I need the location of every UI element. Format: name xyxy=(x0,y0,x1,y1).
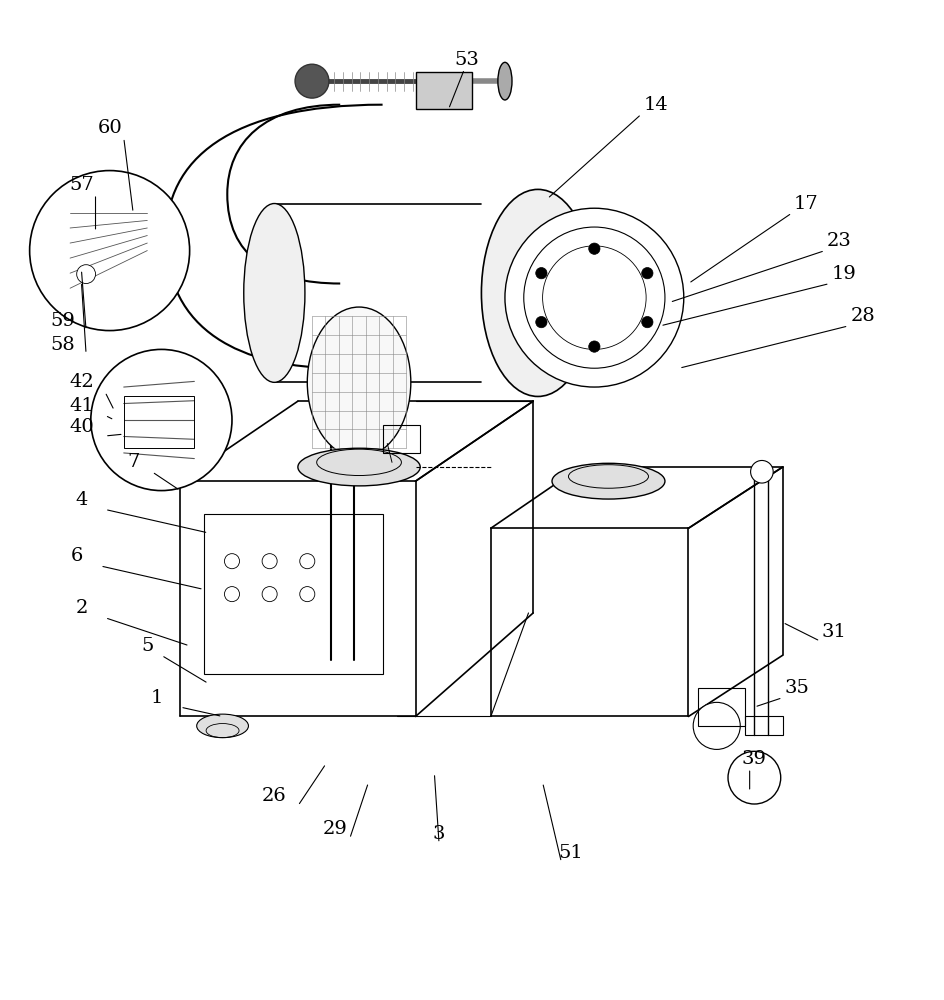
Text: 19: 19 xyxy=(832,265,856,283)
Circle shape xyxy=(693,702,740,749)
Circle shape xyxy=(300,587,314,602)
Circle shape xyxy=(225,554,240,569)
Text: 17: 17 xyxy=(794,195,818,213)
Text: 53: 53 xyxy=(455,51,480,69)
Bar xyxy=(204,514,382,674)
Circle shape xyxy=(750,460,773,483)
Circle shape xyxy=(225,587,240,602)
Circle shape xyxy=(295,64,329,98)
Text: 6: 6 xyxy=(71,547,83,565)
Text: 31: 31 xyxy=(822,623,847,641)
Bar xyxy=(124,396,194,448)
Text: 2: 2 xyxy=(76,599,88,617)
Ellipse shape xyxy=(244,204,305,382)
Text: 29: 29 xyxy=(323,820,348,838)
Text: 5: 5 xyxy=(141,637,154,655)
Ellipse shape xyxy=(298,448,420,486)
Circle shape xyxy=(91,349,232,491)
Text: 28: 28 xyxy=(851,307,875,325)
Bar xyxy=(382,425,420,453)
Bar xyxy=(745,716,783,735)
Ellipse shape xyxy=(481,189,595,396)
Ellipse shape xyxy=(308,307,411,458)
Text: 51: 51 xyxy=(559,844,583,862)
Bar xyxy=(415,72,472,109)
Circle shape xyxy=(300,554,314,569)
Ellipse shape xyxy=(552,463,665,499)
Circle shape xyxy=(536,316,547,328)
Circle shape xyxy=(76,265,95,284)
Text: 3: 3 xyxy=(432,825,446,843)
Text: 60: 60 xyxy=(97,119,122,137)
Circle shape xyxy=(262,554,278,569)
Circle shape xyxy=(642,268,653,279)
Ellipse shape xyxy=(196,714,248,738)
Circle shape xyxy=(642,316,653,328)
Text: 4: 4 xyxy=(76,491,88,509)
Text: 40: 40 xyxy=(69,418,93,436)
Text: 14: 14 xyxy=(643,96,668,114)
Bar xyxy=(698,688,745,726)
Text: 41: 41 xyxy=(69,397,93,415)
Circle shape xyxy=(536,268,547,279)
Circle shape xyxy=(262,587,278,602)
Circle shape xyxy=(505,208,683,387)
Text: 26: 26 xyxy=(262,787,287,805)
Text: 59: 59 xyxy=(50,312,75,330)
Text: 1: 1 xyxy=(150,689,163,707)
Text: 42: 42 xyxy=(69,373,93,391)
Text: 23: 23 xyxy=(827,232,851,250)
Text: 58: 58 xyxy=(50,336,75,354)
Circle shape xyxy=(29,171,190,331)
Text: 7: 7 xyxy=(127,453,140,471)
Text: 39: 39 xyxy=(742,750,767,768)
Text: 57: 57 xyxy=(69,176,93,194)
Text: 35: 35 xyxy=(784,679,809,697)
Circle shape xyxy=(589,341,600,352)
Ellipse shape xyxy=(497,62,512,100)
Circle shape xyxy=(589,243,600,254)
